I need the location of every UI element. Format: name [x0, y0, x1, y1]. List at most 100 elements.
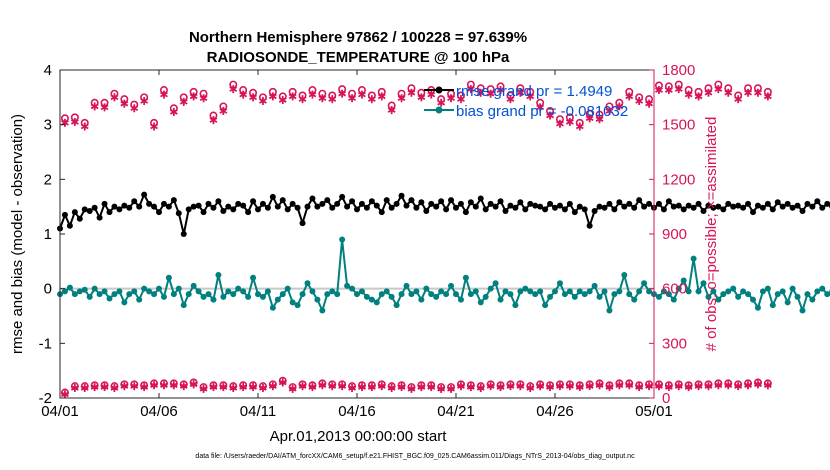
bias-point: [547, 293, 554, 300]
obs-assimilated-marker: [645, 382, 653, 391]
obs-assimilated-marker: [516, 88, 525, 97]
rmse-point: [180, 231, 187, 237]
obs-assimilated-marker: [397, 94, 406, 103]
asterisk-stroke: [546, 384, 554, 390]
obs-assimilated-marker: [90, 383, 99, 392]
bias-point: [561, 291, 568, 298]
obs-assimilated-marker: [70, 117, 79, 126]
obs-assimilated-marker: [70, 383, 79, 392]
bias-point: [91, 285, 98, 292]
asterisk-stroke: [476, 89, 485, 96]
obs-assimilated-marker: [744, 381, 752, 390]
bias-point: [453, 291, 459, 298]
bias-point: [304, 280, 311, 287]
bias-point: [220, 293, 227, 300]
asterisk-stroke: [546, 112, 554, 119]
asterisk-stroke: [655, 87, 663, 93]
bias-point: [690, 255, 697, 262]
obs-assimilated-marker: [417, 93, 426, 102]
asterisk-stroke: [298, 96, 307, 102]
bias-point: [339, 236, 346, 243]
bias-point: [255, 291, 261, 298]
bias-point: [750, 296, 756, 303]
bias-point: [467, 291, 474, 298]
asterisk-stroke: [407, 386, 416, 392]
rmse-point: [542, 206, 549, 213]
rmse-point: [467, 199, 474, 206]
obs-assimilated-marker: [457, 382, 465, 391]
rmse-point: [146, 200, 153, 207]
rmse-point: [487, 200, 494, 207]
obs-assimilated-marker: [457, 95, 465, 104]
obs-assimilated-marker: [387, 106, 396, 115]
bias-point: [225, 288, 232, 295]
obs-assimilated-marker: [714, 85, 723, 94]
rmse-point: [745, 200, 752, 207]
rmse-point: [626, 200, 633, 207]
asterisk-stroke: [318, 95, 327, 102]
bias-point: [552, 288, 558, 295]
obs-assimilated-marker: [526, 92, 535, 101]
bias-point: [665, 291, 672, 298]
rmse-point: [106, 209, 113, 216]
rmse-point: [388, 204, 395, 211]
data-marks: [57, 80, 830, 399]
x-axis-label: Apr.01,2013 00:00:00 start: [270, 428, 448, 445]
rmse-point: [715, 203, 722, 210]
obs-assimilated-marker: [348, 94, 356, 103]
rmse-point: [363, 204, 370, 211]
bias-point: [398, 291, 405, 298]
obs-assimilated-marker: [367, 383, 376, 392]
rmse-point: [750, 209, 756, 216]
asterisk-stroke: [70, 119, 79, 125]
rmse-point: [700, 208, 707, 215]
obs-assimilated-marker: [704, 382, 713, 391]
asterisk-stroke: [536, 383, 545, 389]
bias-point: [571, 293, 578, 300]
rmse-point: [160, 200, 167, 207]
bias-point: [146, 288, 153, 295]
x-tick-label: 04/11: [240, 403, 276, 420]
obs-assimilated-marker: [585, 382, 594, 391]
asterisk-stroke: [605, 108, 614, 114]
rmse-point: [754, 202, 761, 209]
bias-point: [314, 296, 321, 303]
legend: rmse grand pr = 1.4949 bias grand pr = -…: [424, 83, 628, 120]
rmse-point: [354, 206, 360, 213]
bias-point: [156, 285, 162, 292]
y-right-tick-label: 1500: [662, 117, 695, 134]
asterisk-stroke: [664, 87, 673, 93]
obs-assimilated-marker: [189, 92, 198, 101]
chart-subtitle: RADIOSONDE_TEMPERATURE @ 100 hPa: [207, 49, 510, 66]
rmse-point: [799, 208, 806, 215]
bias-point: [96, 291, 103, 298]
bias-point: [586, 288, 593, 295]
rmse-point: [680, 206, 687, 213]
obs-assimilated-marker: [338, 382, 347, 391]
rmse-point: [156, 209, 162, 216]
rmse-point: [611, 206, 618, 213]
obs-assimilated-marker: [140, 96, 149, 105]
asterisk-stroke: [595, 382, 604, 389]
asterisk-stroke: [694, 383, 703, 389]
obs-assimilated-marker: [754, 88, 762, 97]
obs-assimilated-marker: [367, 95, 376, 104]
axis-ticks: 04/01 04/06 04/11 04/16 04/21 04/26 05/01 -2 -1 0…: [39, 62, 696, 420]
rmse-point: [344, 203, 351, 210]
y-axis-left-label: rmse and bias (model - observation): [9, 114, 26, 354]
rmse-point: [289, 200, 296, 207]
asterisk-stroke: [397, 95, 406, 102]
bias-point: [344, 282, 351, 289]
asterisk-stroke: [664, 384, 673, 390]
rmse-point: [759, 204, 766, 211]
obs-assimilated-marker: [259, 383, 267, 392]
asterisk-stroke: [734, 96, 743, 102]
asterisk-stroke: [447, 95, 455, 102]
asterisk-stroke: [189, 381, 198, 388]
asterisk-stroke: [358, 91, 366, 98]
obs-assimilated-marker: [199, 94, 208, 103]
rmse-point: [482, 206, 489, 213]
asterisk-stroke: [575, 123, 584, 130]
obs-assimilated-marker: [278, 96, 287, 105]
rmse-point: [532, 202, 539, 209]
